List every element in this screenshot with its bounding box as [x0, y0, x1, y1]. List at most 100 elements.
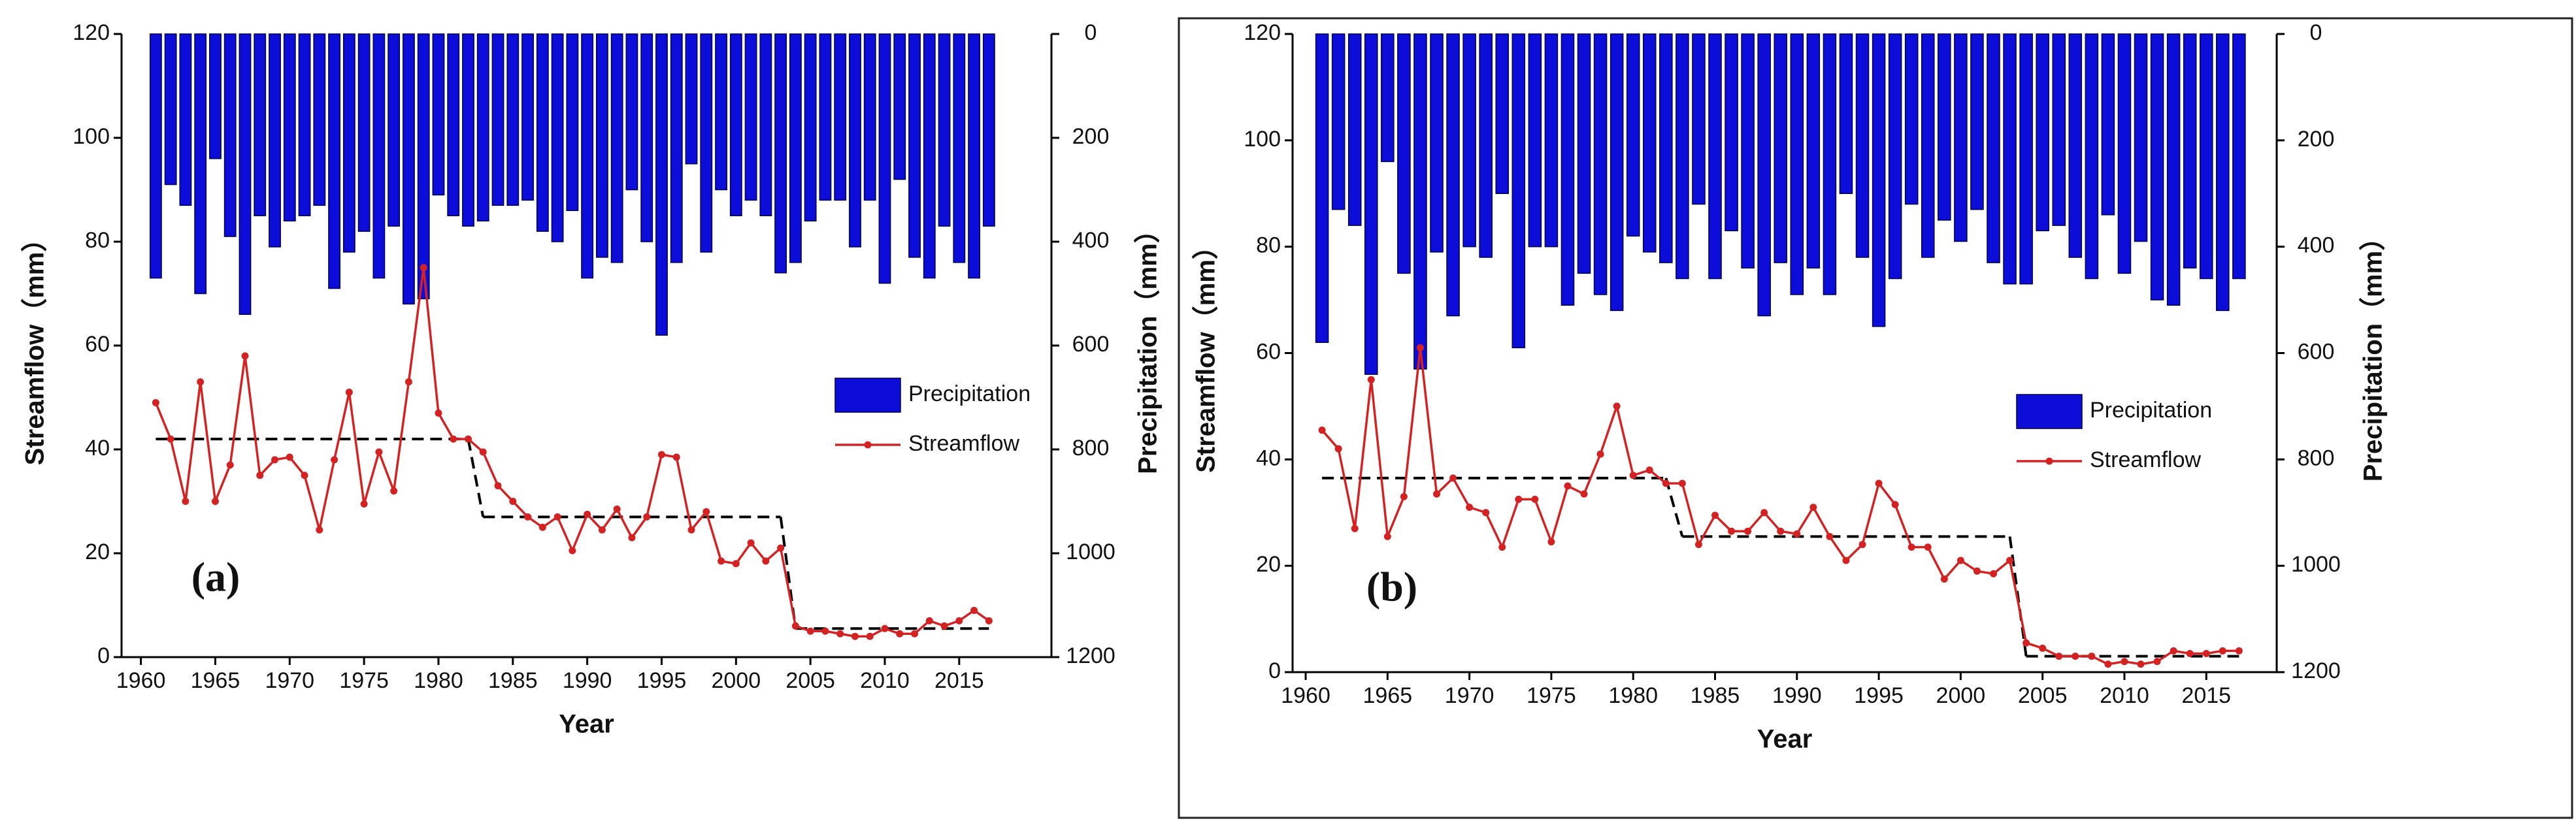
precipitation-bar	[938, 33, 951, 227]
precipitation-bar	[1593, 33, 1608, 295]
precipitation-bar	[1790, 33, 1804, 295]
streamflow-point	[1875, 479, 1883, 487]
y-tick-label: 100	[73, 124, 110, 149]
x-tick-label: 1995	[637, 668, 687, 693]
precipitation-bar	[923, 33, 936, 279]
streamflow-point	[1596, 450, 1604, 458]
precipitation-bar	[1626, 33, 1640, 237]
precipitation-bar	[982, 33, 995, 227]
streamflow-point	[2006, 557, 2014, 564]
x-tick-label: 1985	[488, 668, 538, 693]
precipitation-bar	[1430, 33, 1444, 253]
precipitation-bar	[476, 33, 489, 221]
y-axis-title: Streamflow（mm）	[21, 226, 50, 466]
precipitation-bar	[1659, 33, 1673, 263]
streamflow-point	[2202, 650, 2210, 658]
streamflow-point	[524, 513, 532, 521]
streamflow-point	[360, 500, 368, 508]
precipitation-bar	[149, 33, 162, 279]
y2-tick-label: 1200	[2291, 658, 2341, 683]
y-tick-label: 60	[1256, 339, 1281, 364]
streamflow-point	[1989, 570, 1997, 577]
precipitation-bar	[357, 33, 371, 232]
streamflow-point	[494, 482, 502, 490]
streamflow-point	[896, 630, 904, 638]
streamflow-point	[955, 617, 963, 624]
precipitation-bar	[1495, 33, 1510, 194]
precipitation-bar	[1888, 33, 1902, 280]
streamflow-point	[985, 617, 993, 624]
streamflow-point	[672, 453, 680, 461]
streamflow-point	[1564, 482, 1572, 490]
precipitation-bar	[2101, 33, 2115, 216]
streamflow-point	[970, 606, 978, 614]
precipitation-bar	[1757, 33, 1771, 317]
y2-tick-label: 800	[1072, 436, 1110, 461]
streamflow-point	[2186, 650, 2194, 658]
precipitation-bar	[1855, 33, 1870, 258]
precipitation-bar	[239, 33, 252, 315]
streamflow-point	[1809, 504, 1817, 511]
precipitation-bar	[521, 33, 534, 201]
legend-label: Precipitation	[2090, 398, 2212, 423]
precipitation-bar	[789, 33, 802, 263]
precipitation-bar	[2216, 33, 2230, 312]
streamflow-point	[2023, 639, 2030, 647]
streamflow-point	[435, 409, 442, 417]
streamflow-point	[197, 378, 205, 386]
streamflow-point	[732, 560, 740, 568]
streamflow-point	[1678, 479, 1686, 487]
x-tick-label: 1990	[1772, 683, 1822, 708]
precipitation-bar	[2166, 33, 2181, 306]
streamflow-point	[1793, 530, 1801, 538]
precipitation-bar	[269, 33, 281, 248]
streamflow-point	[241, 352, 249, 360]
precipitation-bar	[1806, 33, 1821, 268]
streamflow-point	[687, 526, 695, 534]
precipitation-bar	[2003, 33, 2017, 285]
x-tick-label: 2000	[711, 668, 761, 693]
precipitation-bar	[1872, 33, 1886, 327]
y-tick-label: 100	[1244, 127, 1281, 152]
legend-swatch	[864, 441, 872, 449]
streamflow-point	[821, 627, 829, 635]
streamflow-point	[925, 617, 933, 624]
streamflow-point	[584, 510, 591, 518]
y-tick-label: 0	[97, 643, 110, 668]
precipitation-bar	[551, 33, 564, 242]
streamflow-point	[1334, 445, 1342, 453]
precipitation-bar	[1676, 33, 1689, 280]
streamflow-point	[1940, 575, 1948, 583]
x-tick-label: 1965	[1363, 683, 1413, 708]
precipitation-bar	[1577, 33, 1591, 274]
x-tick-label: 2010	[860, 668, 910, 693]
precipitation-bar	[834, 33, 847, 201]
precipitation-bar	[715, 33, 727, 191]
precipitation-bar	[2052, 33, 2066, 226]
y2-axis-title: Precipitation（mm）	[1134, 217, 1163, 474]
y2-tick-label: 1000	[1066, 540, 1115, 564]
streamflow-point	[1744, 527, 1752, 535]
streamflow-point	[1515, 495, 1523, 503]
precipitation-bar	[1708, 33, 1722, 280]
precipitation-bar	[2232, 33, 2246, 280]
streamflow-point	[553, 513, 561, 521]
x-tick-label: 1970	[1445, 683, 1494, 708]
streamflow-point	[643, 513, 651, 521]
precipitation-bar	[1381, 33, 1395, 163]
streamflow-point	[375, 448, 383, 456]
precipitation-bar	[1904, 33, 1919, 205]
precipitation-bar	[893, 33, 906, 180]
x-tick-label: 1980	[1608, 683, 1658, 708]
precipitation-bar	[1987, 33, 2000, 263]
precipitation-bar	[2036, 33, 2049, 231]
x-tick-label: 2010	[2100, 683, 2149, 708]
streamflow-point	[1400, 493, 1408, 500]
precipitation-bar	[447, 33, 460, 216]
legend-label: Streamflow	[2090, 447, 2201, 472]
precipitation-bar	[1610, 33, 1624, 312]
streamflow-point	[628, 534, 636, 542]
x-tick-label: 1960	[1281, 683, 1330, 708]
x-tick-label: 2015	[934, 668, 984, 693]
